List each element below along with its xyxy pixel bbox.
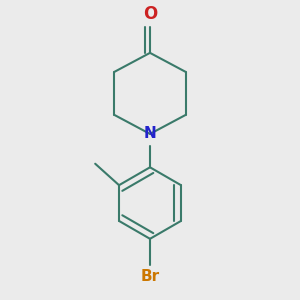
Text: N: N bbox=[144, 126, 156, 141]
Text: Br: Br bbox=[140, 268, 160, 284]
Text: O: O bbox=[143, 5, 157, 23]
